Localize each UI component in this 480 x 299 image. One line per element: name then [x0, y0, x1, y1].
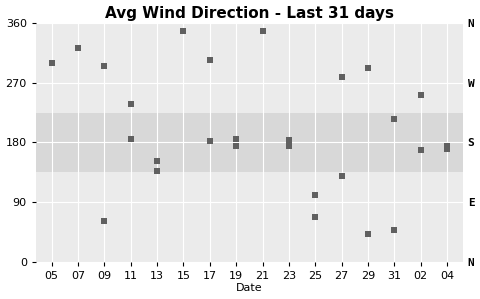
- Point: [100, 64, 108, 68]
- Point: [206, 139, 214, 144]
- Point: [153, 168, 161, 173]
- Point: [153, 158, 161, 163]
- Point: [312, 193, 319, 198]
- Point: [443, 147, 451, 151]
- Point: [364, 231, 372, 236]
- Point: [364, 66, 372, 71]
- Point: [443, 143, 451, 148]
- Point: [312, 214, 319, 219]
- Point: [417, 148, 424, 153]
- Point: [127, 137, 134, 141]
- Title: Avg Wind Direction - Last 31 days: Avg Wind Direction - Last 31 days: [105, 6, 394, 21]
- Point: [232, 143, 240, 148]
- Point: [74, 46, 82, 51]
- Point: [417, 92, 424, 97]
- Point: [285, 143, 293, 148]
- Point: [48, 60, 56, 65]
- Point: [285, 138, 293, 143]
- Point: [206, 57, 214, 62]
- Point: [390, 117, 398, 122]
- Bar: [36, 112, 463, 172]
- Point: [338, 75, 346, 80]
- Point: [338, 173, 346, 178]
- Point: [232, 137, 240, 141]
- X-axis label: Date: Date: [236, 283, 263, 293]
- Point: [390, 228, 398, 232]
- Point: [127, 102, 134, 106]
- Point: [180, 29, 187, 33]
- Point: [259, 29, 266, 33]
- Point: [100, 218, 108, 223]
